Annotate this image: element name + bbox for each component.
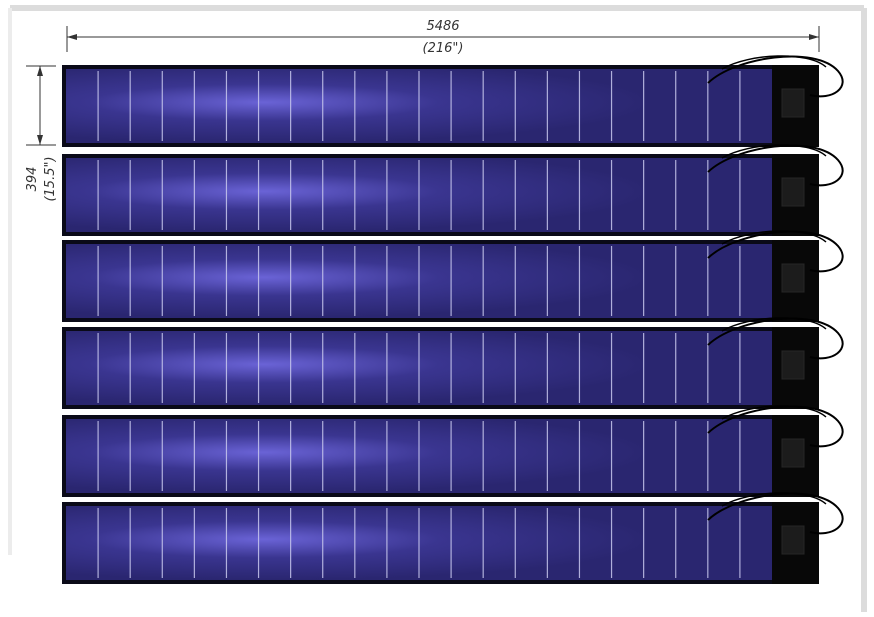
solar-panel	[62, 55, 844, 147]
cable-loop	[707, 492, 844, 535]
width-dimension: 5486 (216")	[66, 19, 820, 56]
page-frame	[8, 5, 867, 612]
cable-loop-inner	[721, 144, 827, 159]
cable-loop-inner	[721, 317, 827, 332]
height-arrow-bottom	[37, 135, 43, 145]
width-in-label: (216")	[423, 41, 464, 56]
height-mm-label: 394	[25, 167, 40, 192]
cable-loop-inner	[721, 230, 827, 245]
cable-loop	[707, 144, 844, 187]
junction-connector	[781, 525, 805, 555]
junction-connector	[781, 88, 805, 118]
junction-connector	[781, 438, 805, 468]
solar-panel	[62, 230, 844, 322]
cable-loop-inner	[721, 55, 827, 70]
solar-panel	[62, 317, 844, 409]
height-dimension: 394 (15.5")	[25, 65, 58, 202]
junction-connector	[781, 177, 805, 207]
junction-connector	[781, 350, 805, 380]
height-arrow-top	[37, 66, 43, 76]
cable-loop-inner	[721, 492, 827, 507]
cable-loop	[707, 230, 844, 273]
cable-loop	[707, 55, 844, 98]
width-arrow-right	[809, 34, 819, 40]
cable-loop-inner	[721, 405, 827, 420]
solar-panel	[62, 492, 844, 584]
solar-panel	[62, 405, 844, 497]
height-in-label: (15.5")	[43, 156, 58, 201]
cable-loop	[707, 405, 844, 448]
width-arrow-left	[67, 34, 77, 40]
junction-connector	[781, 263, 805, 293]
width-mm-label: 5486	[426, 19, 459, 34]
solar-panel	[62, 144, 844, 236]
cable-loop	[707, 317, 844, 360]
panel-stack	[62, 55, 844, 584]
